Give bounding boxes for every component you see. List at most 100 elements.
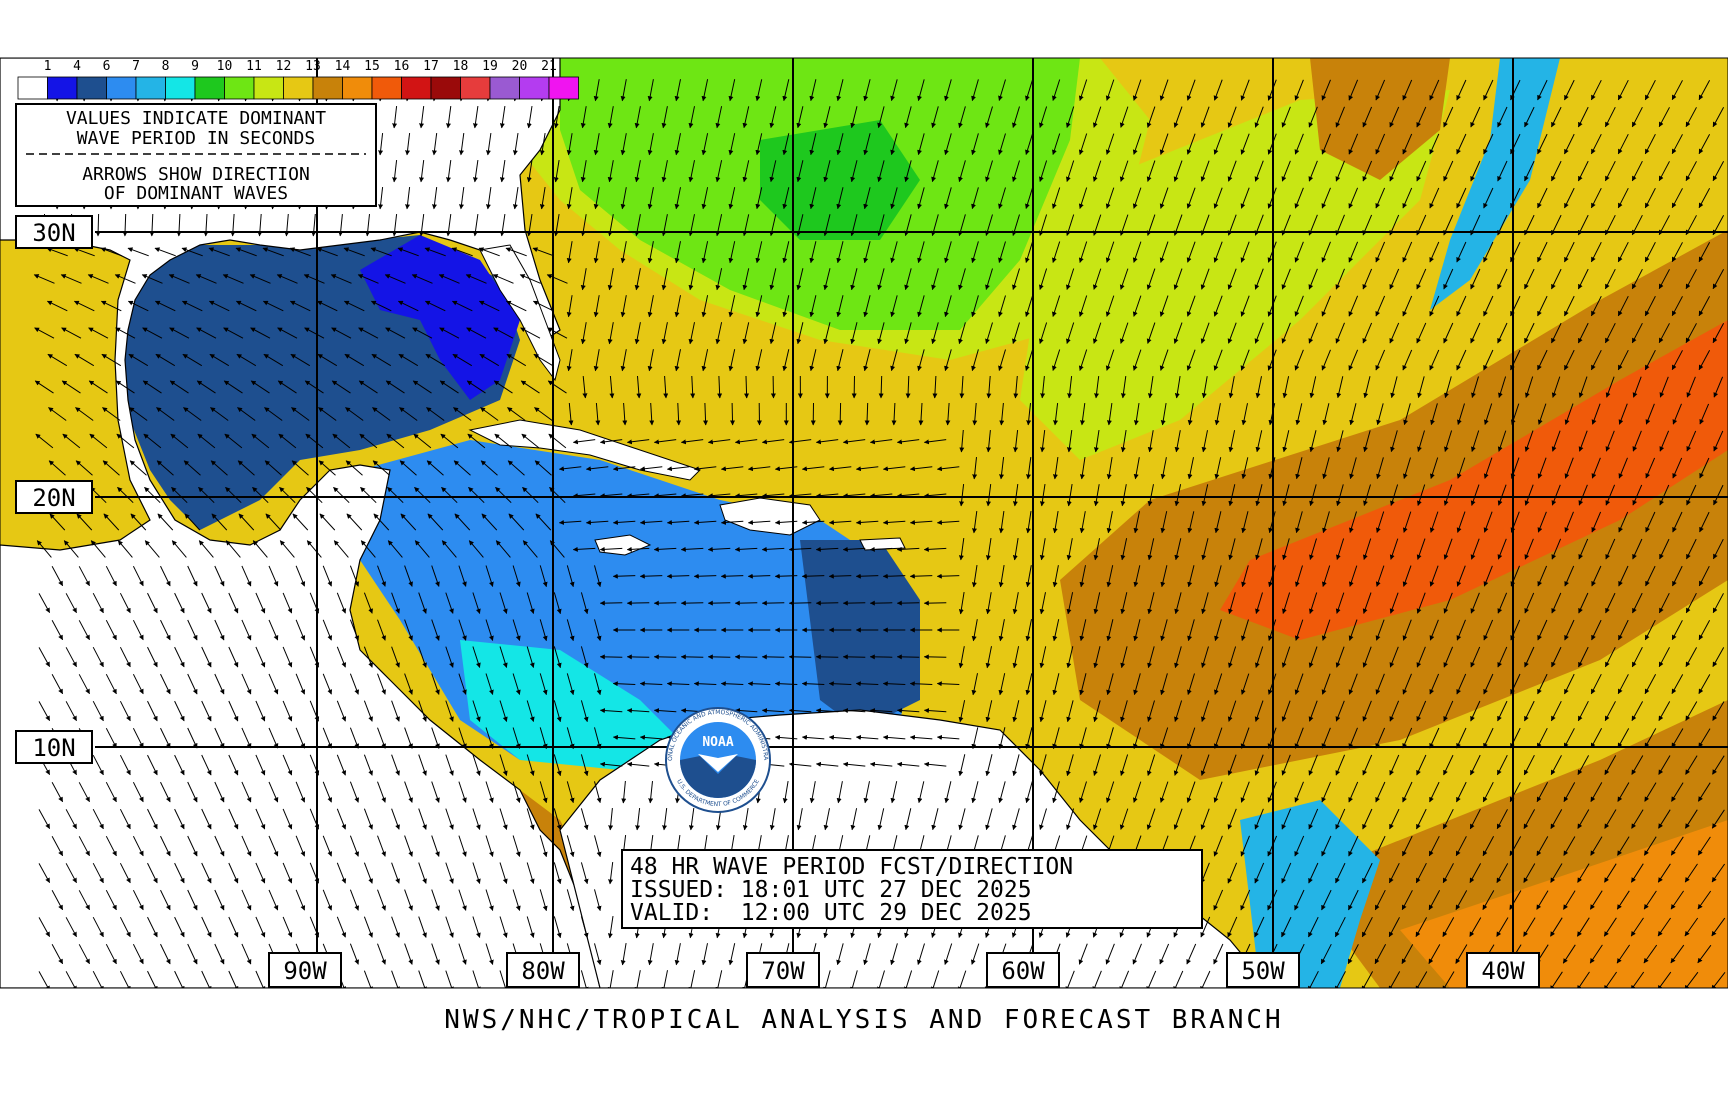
note-line-4: OF DOMINANT WAVES: [104, 183, 288, 204]
wave-arrow: [1483, 187, 1494, 209]
wave-arrow: [1335, 160, 1345, 182]
wave-arrow: [809, 79, 817, 102]
wave-arrow: [1254, 322, 1264, 344]
wave-arrow: [532, 300, 554, 312]
wave-arrow: [998, 79, 1006, 101]
wave-arrow: [634, 268, 641, 291]
wave-arrow: [1658, 269, 1670, 290]
wave-arrow: [1065, 268, 1075, 290]
wave-arrow: [1671, 188, 1683, 209]
period-16-band-east: [1220, 320, 1728, 640]
lat-label-10n: 10N: [15, 730, 93, 764]
wave-arrow: [439, 327, 460, 339]
legend-swatch: [548, 76, 579, 100]
legend-swatch: [194, 76, 225, 100]
wave-arrow: [1698, 242, 1711, 263]
wave-arrow: [1065, 322, 1075, 344]
wave-arrow: [1294, 133, 1304, 155]
legend-value: 10: [217, 59, 233, 74]
wave-arrow: [209, 353, 230, 367]
wave-arrow: [1362, 268, 1373, 290]
wave-arrow: [1173, 106, 1183, 128]
wave-arrow: [620, 187, 627, 210]
svg-text:60W: 60W: [1001, 957, 1045, 985]
wave-arrow: [1173, 268, 1183, 290]
wave-arrow: [917, 295, 925, 318]
wave-arrow: [904, 160, 912, 183]
wave-arrow: [1132, 133, 1142, 155]
wave-arrow: [1685, 323, 1697, 344]
wave-arrow: [580, 322, 587, 345]
wave-arrow: [809, 241, 817, 264]
land-cuba: [468, 419, 701, 481]
wave-arrow: [1443, 106, 1454, 128]
wave-arrow: [823, 106, 831, 129]
wave-arrow: [1389, 160, 1400, 182]
wave-arrow: [512, 133, 519, 156]
wave-arrow: [1025, 295, 1034, 317]
wave-arrow: [127, 247, 149, 257]
wave-arrow: [539, 187, 546, 210]
wave-arrow: [1159, 349, 1169, 371]
wave-arrow: [1470, 160, 1481, 182]
wave-arrow: [1644, 133, 1656, 155]
wave-arrow: [593, 349, 600, 372]
wave-arrow: [904, 106, 912, 129]
wave-arrow: [1078, 133, 1088, 155]
svg-text:30N: 30N: [32, 219, 75, 247]
wave-arrow: [1159, 241, 1169, 263]
wave-arrow: [1200, 106, 1210, 128]
wave-arrow: [1254, 106, 1264, 128]
svg-text:40W: 40W: [1481, 957, 1525, 985]
wave-arrow: [1671, 296, 1683, 317]
wave-arrow: [431, 187, 438, 210]
wave-arrow: [823, 268, 831, 291]
wave-arrow: [958, 160, 966, 183]
wave-arrow: [796, 268, 804, 291]
wave-arrow: [1348, 133, 1359, 155]
wave-arrow: [1375, 187, 1386, 209]
wave-arrow: [944, 295, 952, 318]
wave-arrow: [33, 274, 55, 284]
wave-arrow: [412, 327, 433, 339]
wave-arrow: [1146, 322, 1156, 344]
wave-arrow: [316, 247, 338, 257]
wave-arrow: [998, 241, 1006, 263]
wave-arrow: [505, 300, 527, 312]
wave-arrow: [1348, 241, 1359, 263]
land-hispaniola: [719, 497, 821, 536]
wave-arrow: [304, 327, 325, 339]
wave-arrow: [1348, 79, 1359, 101]
wave-arrow: [1051, 349, 1061, 371]
wave-arrow: [1092, 106, 1102, 128]
wave-arrow: [492, 274, 514, 284]
wave-arrow: [688, 160, 695, 183]
wave-arrow: [1429, 241, 1440, 263]
wave-arrow: [459, 133, 465, 156]
wave-arrow: [1429, 295, 1440, 317]
wave-arrow: [1470, 322, 1481, 344]
wave-arrow: [493, 327, 514, 339]
wave-arrow: [451, 300, 473, 312]
wave-arrow: [715, 106, 723, 129]
wave-arrow: [459, 187, 465, 210]
wave-arrow: [357, 274, 379, 284]
legend-value: 15: [364, 59, 380, 74]
wave-arrow: [378, 187, 384, 210]
wave-arrow: [566, 295, 573, 318]
wave-arrow: [1456, 79, 1467, 101]
wave-arrow: [250, 327, 271, 339]
wave-arrow: [1038, 268, 1048, 290]
wave-arrow: [728, 79, 736, 102]
wave-arrow: [385, 327, 406, 339]
note-line-2: WAVE PERIOD IN SECONDS: [77, 128, 315, 149]
wave-arrow: [620, 79, 627, 102]
wave-arrow: [316, 300, 338, 312]
wave-arrow: [499, 106, 506, 129]
wave-arrow: [1025, 349, 1034, 371]
wave-arrow: [1159, 133, 1169, 155]
wave-arrow: [47, 353, 68, 367]
wave-arrow: [1429, 349, 1440, 371]
wave-arrow: [1375, 295, 1386, 317]
wave-arrow: [863, 295, 871, 318]
